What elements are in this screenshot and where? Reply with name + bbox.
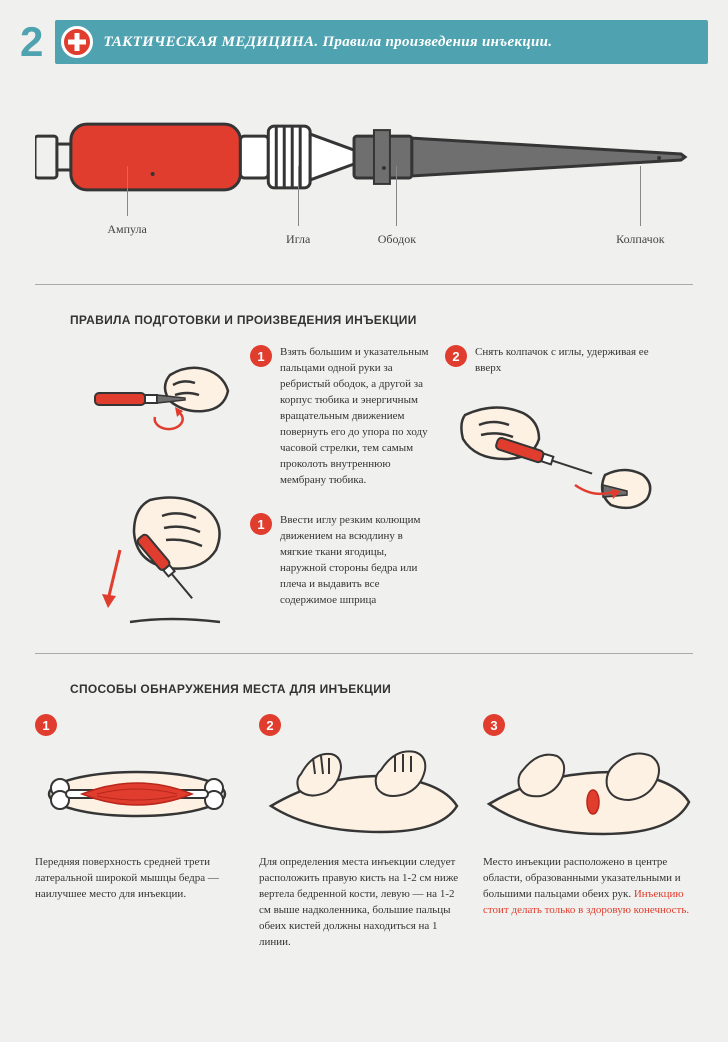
step-badge-2: 2 [445,345,467,367]
loc-illus-3 [483,746,693,841]
prep-step-3-illustration [90,490,260,640]
loc-badge-1: 1 [35,714,57,736]
syringe-diagram: Ампула Игла Ободок Колпачок [35,106,693,276]
prep-step-1: 1 Взять большим и указательным пальцами … [250,345,430,488]
loc-text-1: Передняя поверхность средней трети латер… [35,855,239,903]
loc-text-2: Для определения места инъекции следует р… [259,855,463,951]
step-badge-1: 1 [250,345,272,367]
syringe-part-label: Ампула [97,166,157,237]
prep-step-2: 2 Снять колпачок с иглы, удерживая ее вв… [445,345,655,377]
header-title: ТАКТИЧЕСКАЯ МЕДИЦИНА. Правила произведен… [103,34,552,51]
section-loc-heading: СПОСОБЫ ОБНАРУЖЕНИЯ МЕСТА ДЛЯ ИНЪЕКЦИИ [70,682,728,696]
header-bar: ТАКТИЧЕСКАЯ МЕДИЦИНА. Правила произведен… [55,20,708,64]
loc-col-2: 2 Для опреде [259,714,463,951]
loc-col-3: 3 Место инъекции расположено в центре об… [483,714,693,951]
step-badge-3: 1 [250,513,272,535]
prep-step-3-text: Ввести иглу резким колющим движением на … [280,513,430,609]
page-number: 2 [20,18,43,66]
divider [35,284,693,285]
prep-step-1-text: Взять большим и указательным пальцами од… [280,345,430,488]
loc-badge-3: 3 [483,714,505,736]
syringe-part-label: Ободок [367,166,427,247]
loc-text-3: Место инъекции расположено в центре обла… [483,855,693,919]
prep-step-2-text: Снять колпачок с иглы, удерживая ее ввер… [475,345,655,377]
syringe-part-label: Игла [268,166,328,247]
header: 2 ТАКТИЧЕСКАЯ МЕДИЦИНА. Правила произвед… [20,18,708,66]
section-prep-heading: ПРАВИЛА ПОДГОТОВКИ И ПРОИЗВЕДЕНИЯ ИНЪЕКЦ… [70,313,728,327]
loc-illus-1 [35,746,239,841]
prep-steps: 1 Взять большим и указательным пальцами … [35,345,693,645]
location-grid: 1 Передняя поверхность средней трети лат… [35,714,693,951]
prep-step-1-illustration [55,345,235,455]
loc-badge-2: 2 [259,714,281,736]
medical-cross-icon [61,26,93,58]
loc-col-1: 1 Передняя поверхность средней трети лат… [35,714,239,951]
prep-step-3: 1 Ввести иглу резким колющим движением н… [250,513,430,609]
loc-illus-2 [259,746,463,841]
divider-2 [35,653,693,654]
prep-step-2-illustration [455,395,665,525]
syringe-part-label: Колпачок [610,166,670,247]
syringe-callouts: Ампула Игла Ободок Колпачок [35,166,693,266]
